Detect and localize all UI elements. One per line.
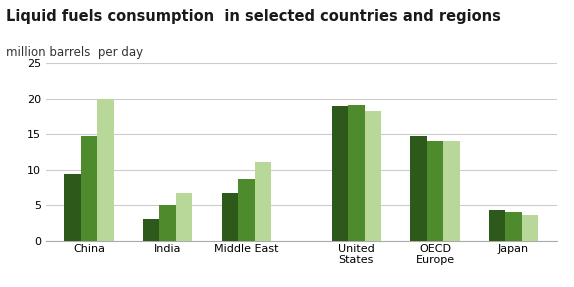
Bar	[64, 174, 81, 241]
Text: Liquid fuels consumption  in selected countries and regions: Liquid fuels consumption in selected cou…	[6, 9, 501, 24]
Bar	[505, 212, 522, 241]
Bar	[176, 193, 192, 241]
Bar	[364, 111, 381, 241]
Bar	[426, 141, 443, 241]
Bar	[81, 136, 98, 241]
Bar	[489, 210, 505, 241]
Bar	[332, 106, 348, 241]
Bar	[160, 205, 176, 241]
Bar	[443, 141, 460, 241]
Bar	[348, 105, 364, 241]
Bar	[222, 193, 238, 241]
Bar	[410, 136, 426, 241]
Bar	[98, 99, 114, 241]
Bar	[522, 216, 538, 241]
Bar	[143, 219, 160, 241]
Text: million barrels  per day: million barrels per day	[6, 46, 143, 59]
Bar	[238, 179, 255, 241]
Bar	[255, 162, 271, 241]
